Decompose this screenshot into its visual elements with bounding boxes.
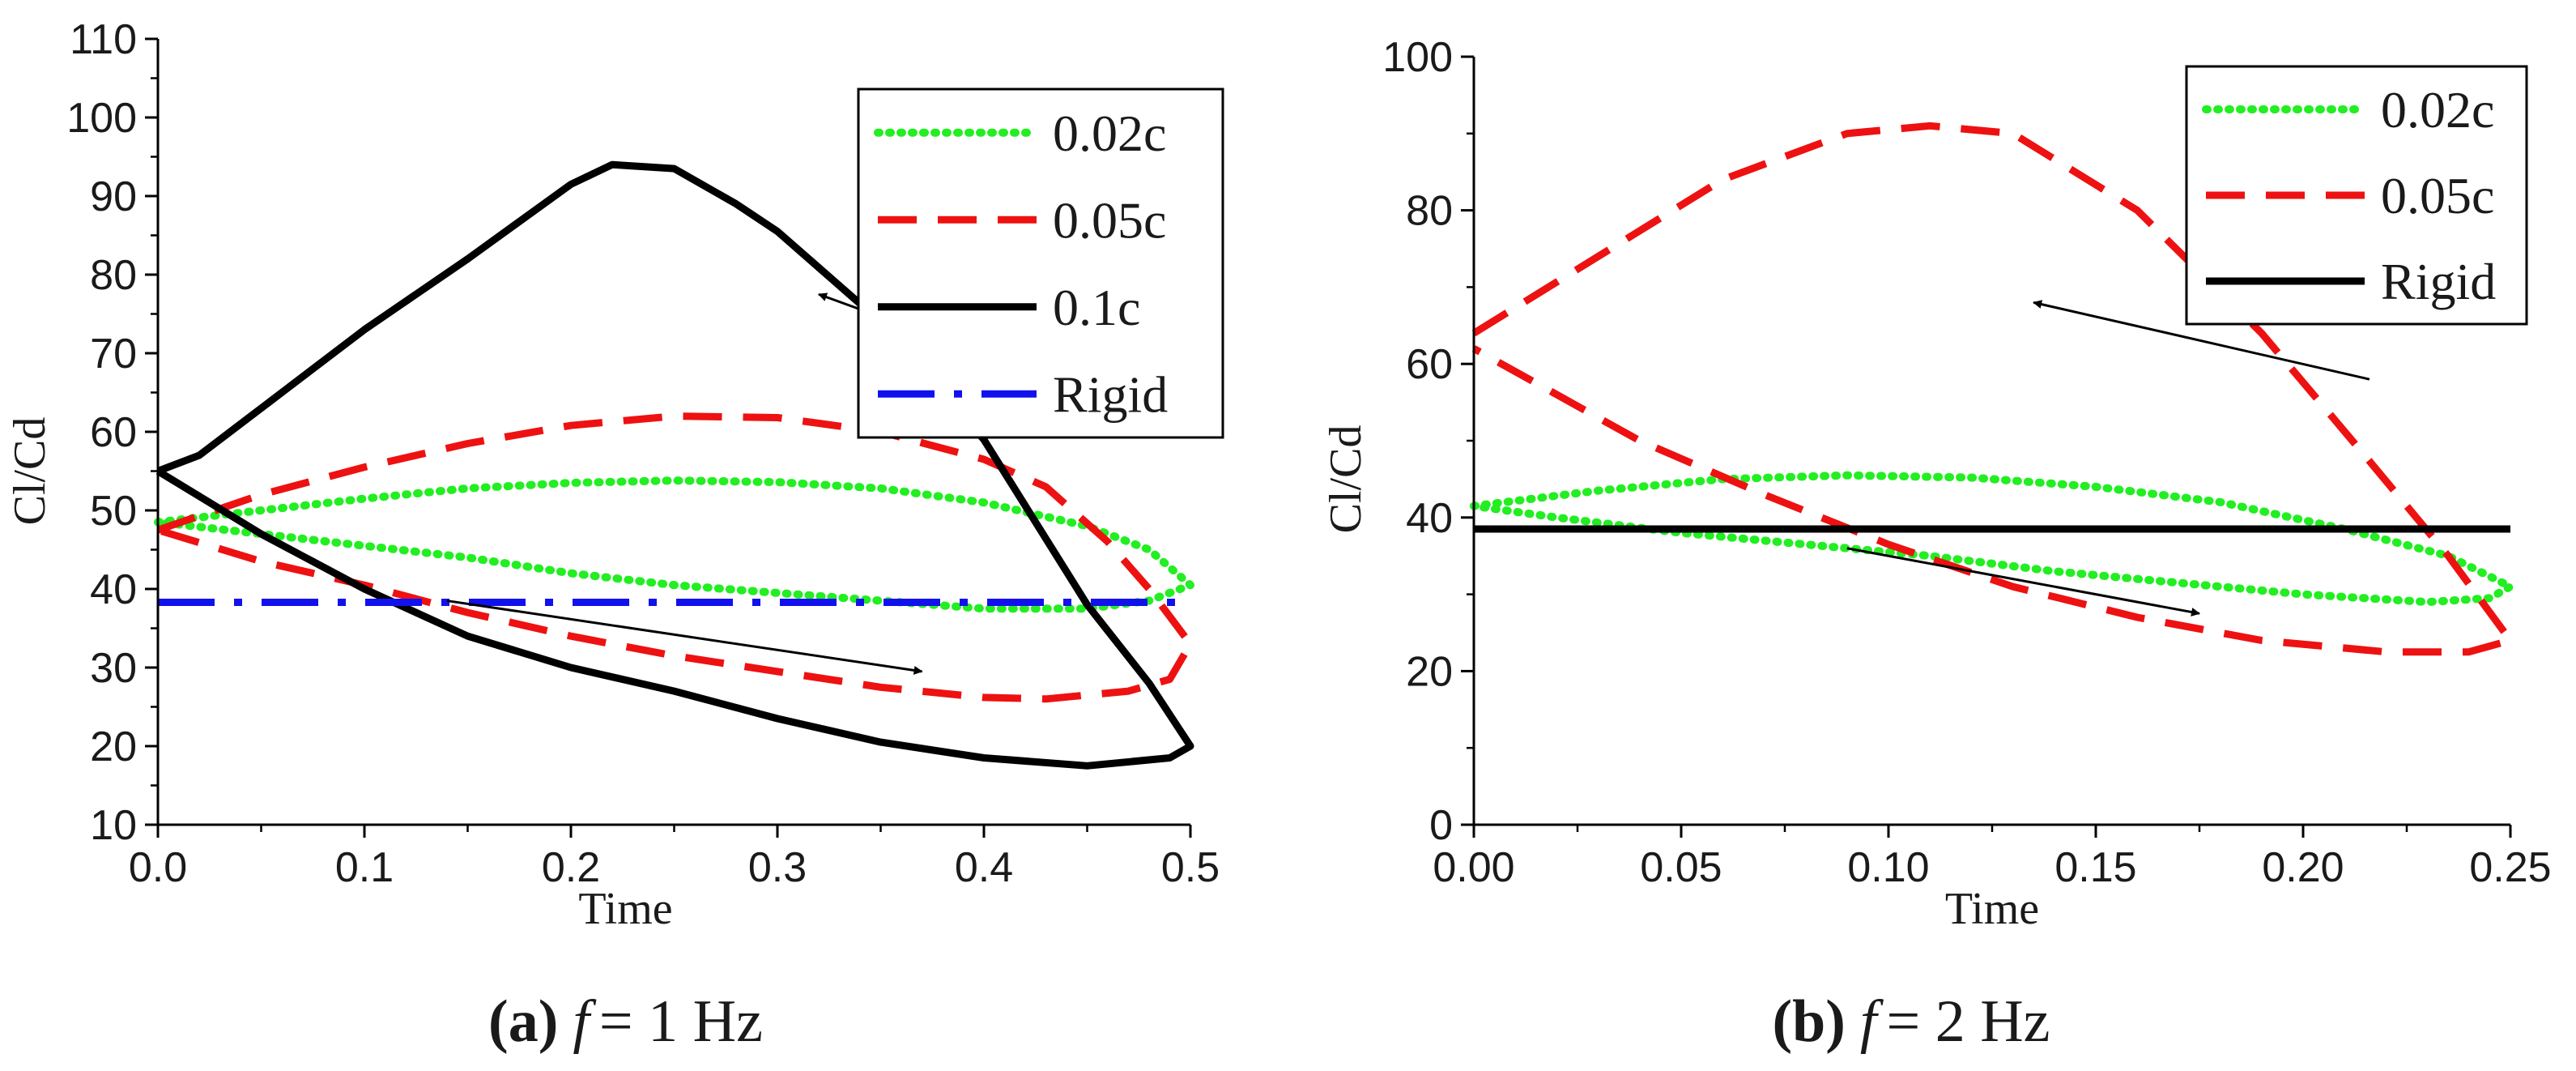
legend-a: 0.02c 0.05c 0.1c Rigid <box>857 87 1224 439</box>
series-line-0-05c-b <box>1471 122 2514 656</box>
x-tick-label-a: 0.5 <box>1161 844 1220 891</box>
y-tick-label-b: 20 <box>1406 648 1453 695</box>
caption-value-a: = 1 Hz <box>599 988 763 1055</box>
caption-variable-b: f <box>1860 988 1884 1055</box>
y-tick-label-b: 80 <box>1406 188 1453 235</box>
series-line-0-1c-a <box>155 160 1194 770</box>
x-axis-title-b: Time <box>1945 884 2039 934</box>
y-tick-label-a: 110 <box>70 16 137 63</box>
series-line-0-05c-a <box>156 412 1194 703</box>
y-tick-label-a: 20 <box>90 723 137 770</box>
y-tick-label-a: 50 <box>90 488 137 535</box>
x-tick-label-b: 0.15 <box>2054 844 2136 891</box>
y-tick-label-b: 100 <box>1382 34 1453 81</box>
caption-letter-a: (a) <box>488 988 558 1055</box>
caption-letter-b: (b) <box>1772 988 1845 1055</box>
x-tick-label-b: 0.10 <box>1847 844 1929 891</box>
annotation-arrow-2-b <box>1846 547 2201 617</box>
y-tick-label-a: 100 <box>66 95 137 142</box>
x-tick-label-a: 0.0 <box>129 844 187 891</box>
legend-label-b: 0.02c <box>2381 81 2494 139</box>
y-tick-label-a: 40 <box>90 566 137 613</box>
legend-box-a <box>857 87 1224 439</box>
series-line-0-02c-b <box>1470 471 2514 607</box>
x-tick-label-b: 0.00 <box>1433 844 1514 891</box>
y-axis-title-a: Cl/Cd <box>5 417 55 526</box>
x-tick-label-b: 0.05 <box>1640 844 1722 891</box>
panel-caption-a: (a) f = 1 Hz <box>488 988 763 1055</box>
y-tick-label-a: 60 <box>90 409 137 456</box>
y-tick-label-a: 80 <box>90 252 137 299</box>
annotation-arrow-2-a <box>446 600 923 675</box>
x-tick-label-a: 0.1 <box>335 844 394 891</box>
x-tick-label-a: 0.3 <box>748 844 807 891</box>
y-tick-label-b: 0 <box>1429 802 1453 849</box>
annotation-arrow-1-b <box>2033 300 2370 381</box>
legend-label-a: 0.1c <box>1053 279 1140 336</box>
y-tick-label-b: 60 <box>1406 341 1453 388</box>
y-tick-label-b: 40 <box>1406 495 1453 542</box>
y-tick-label-a: 90 <box>90 173 137 220</box>
x-tick-label-a: 0.4 <box>955 844 1013 891</box>
x-tick-label-b: 0.20 <box>2262 844 2344 891</box>
series-line-0-02c-a <box>154 476 1194 613</box>
caption-variable-a: f <box>573 988 597 1055</box>
legend-label-a: Rigid <box>1053 365 1168 423</box>
y-tick-label-a: 10 <box>90 802 137 849</box>
legend-b: 0.02c 0.05c Rigid <box>2185 65 2528 326</box>
y-tick-label-a: 30 <box>90 645 137 692</box>
chart-panel-a: 0.0 0.1 0.2 0.3 0.4 0.5 10 20 30 40 50 60 70 80 90 100 1… <box>5 16 1224 1055</box>
panel-caption-b: (b) f = 2 Hz <box>1772 988 2050 1055</box>
caption-value-b: = 2 Hz <box>1886 988 2050 1055</box>
x-tick-label-a: 0.2 <box>542 844 600 891</box>
legend-label-a: 0.02c <box>1053 105 1166 162</box>
x-tick-label-b: 0.25 <box>2469 844 2551 891</box>
legend-label-a: 0.05c <box>1053 191 1166 249</box>
legend-label-b: 0.05c <box>2381 167 2494 224</box>
chart-panel-b: 0.00 0.05 0.10 0.15 0.20 0.25 0 20 40 60 80 100 Time… <box>1321 34 2552 1055</box>
y-axis-title-b: Cl/Cd <box>1321 425 1371 533</box>
y-tick-label-a: 70 <box>90 331 137 378</box>
x-axis-title-a: Time <box>578 884 672 934</box>
legend-label-b: Rigid <box>2381 253 2496 310</box>
